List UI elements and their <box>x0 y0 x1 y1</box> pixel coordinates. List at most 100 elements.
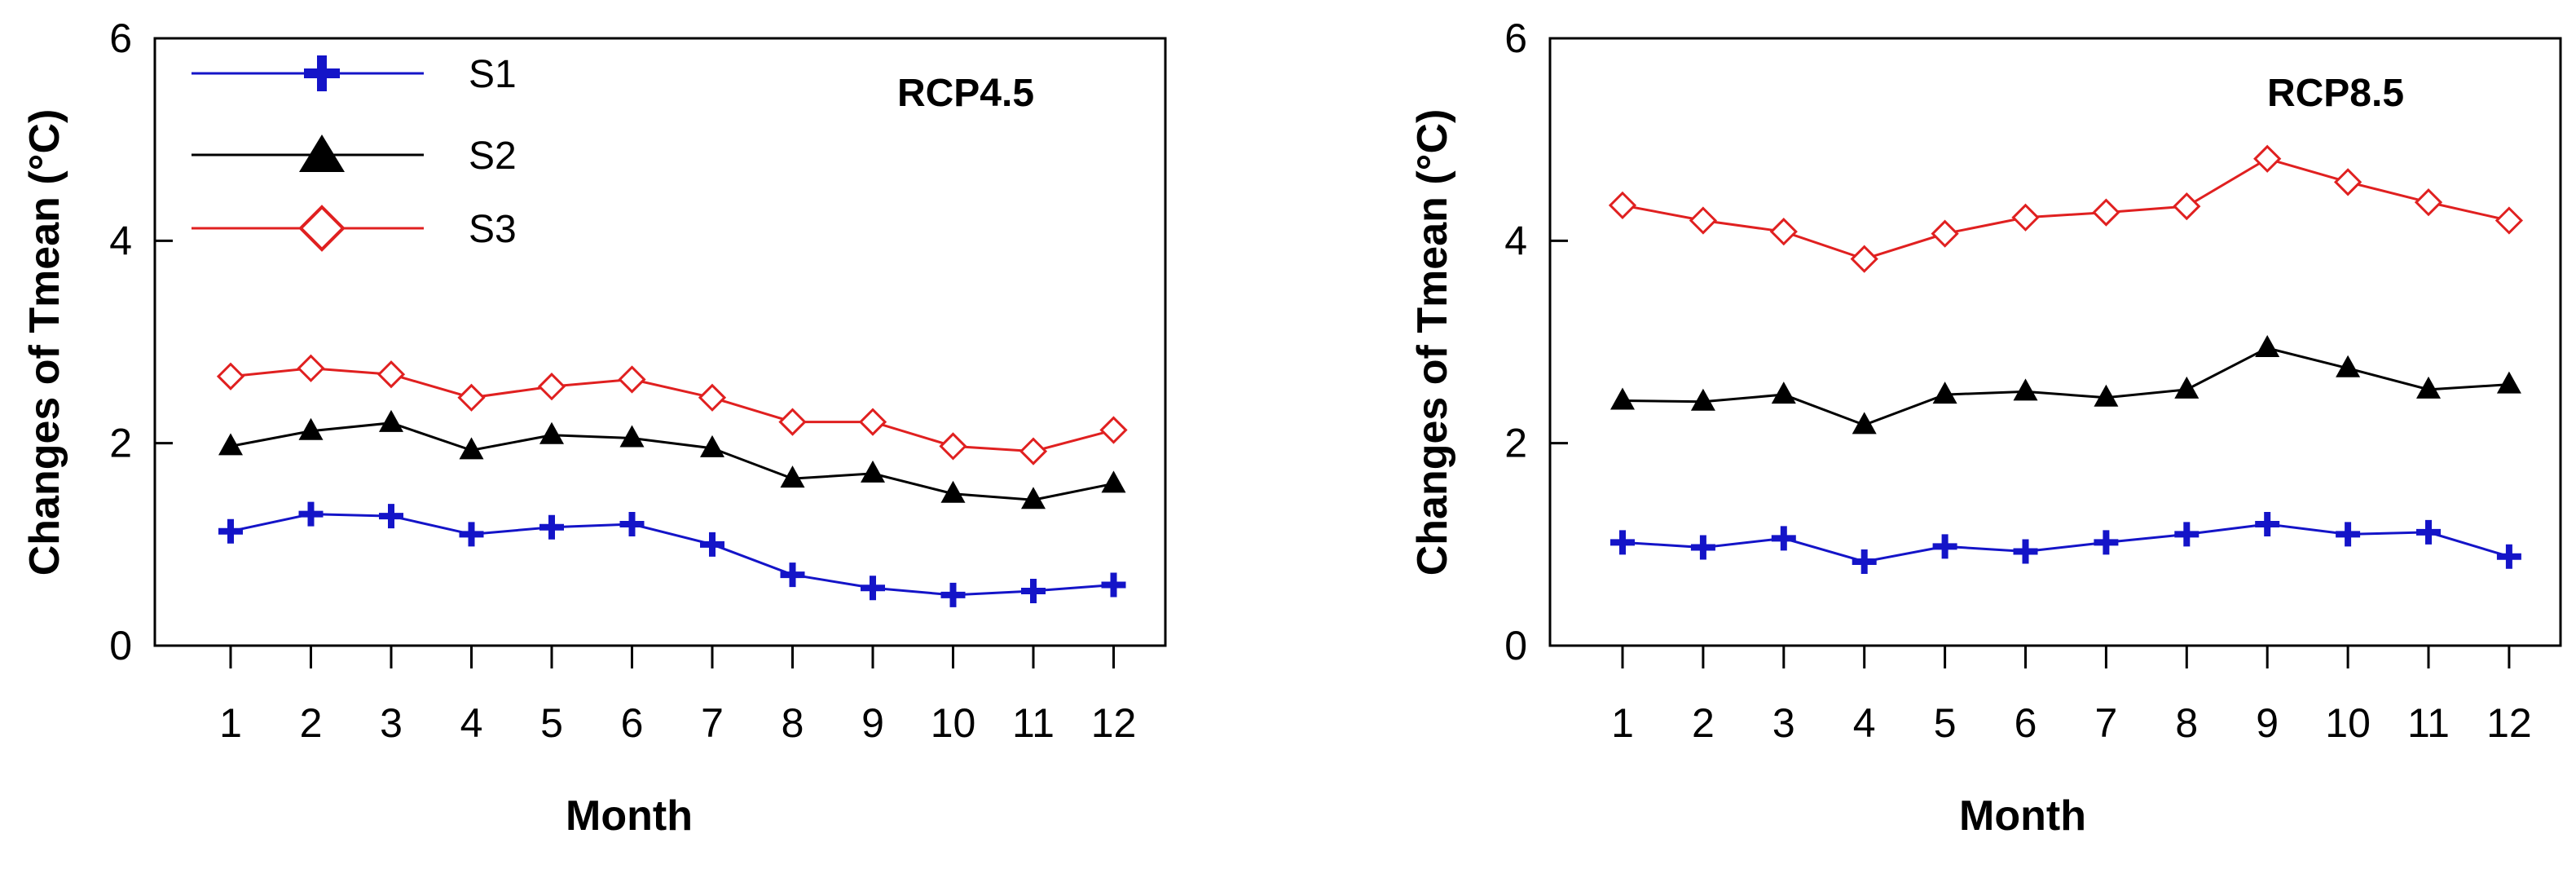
data-point-s2 <box>1771 382 1796 404</box>
x-tick-label: 6 <box>2015 700 2037 746</box>
data-point-s1 <box>459 522 484 547</box>
data-point-s3 <box>1769 218 1798 246</box>
data-point-s3 <box>2333 168 2362 196</box>
data-point-s1 <box>940 582 966 607</box>
x-tick-label: 3 <box>380 700 403 746</box>
x-tick-label: 12 <box>2486 700 2532 746</box>
x-tick-label: 7 <box>701 700 724 746</box>
x-tick-label: 10 <box>2325 700 2371 746</box>
x-tick-label: 1 <box>219 700 242 746</box>
data-point-s1 <box>700 532 724 557</box>
data-point-s3 <box>1931 219 1959 248</box>
data-point-s3 <box>297 354 325 382</box>
y-axis-title: Changes of Tmean (°C) <box>1409 109 1456 576</box>
data-point-s3 <box>1099 416 1128 444</box>
data-point-s2 <box>298 417 324 440</box>
data-point-s1 <box>1852 549 1877 574</box>
data-point-s2 <box>218 433 243 456</box>
data-point-s2 <box>1610 387 1635 410</box>
y-tick-label: 4 <box>109 218 132 263</box>
x-tick-label: 6 <box>621 700 644 746</box>
x-tick-label: 2 <box>1692 700 1715 746</box>
legend-marker-s1 <box>304 55 340 91</box>
data-point-s1 <box>2013 539 2038 564</box>
data-point-s3 <box>537 373 566 401</box>
data-point-s2 <box>2416 376 2441 399</box>
data-point-s1 <box>2174 522 2200 547</box>
data-point-s3 <box>2011 203 2040 232</box>
data-point-s2 <box>1021 487 1046 509</box>
data-point-s3 <box>2253 144 2282 173</box>
data-point-s2 <box>1101 470 1126 493</box>
y-tick-label: 0 <box>109 623 132 668</box>
chart-title: RCP4.5 <box>897 72 1034 115</box>
data-point-s3 <box>1850 245 1878 273</box>
data-point-s1 <box>1771 526 1796 551</box>
data-point-s2 <box>2174 376 2200 399</box>
data-point-s2 <box>940 480 966 503</box>
data-point-s2 <box>2496 371 2521 394</box>
data-point-s3 <box>2414 188 2443 217</box>
y-axis-title: Changes of Tmean (°C) <box>21 109 68 576</box>
y-tick-label: 6 <box>109 15 132 61</box>
chart-title: RCP8.5 <box>2267 72 2404 115</box>
data-point-s1 <box>1021 578 1046 603</box>
plot-frame <box>153 37 1167 647</box>
x-tick-label: 5 <box>540 700 563 746</box>
data-point-s1 <box>2094 530 2119 555</box>
x-tick-label: 10 <box>931 700 976 746</box>
data-point-s2 <box>459 437 484 460</box>
data-point-s1 <box>218 518 243 544</box>
data-point-s2 <box>2013 378 2038 401</box>
data-point-s3 <box>858 408 887 436</box>
data-point-s3 <box>2173 192 2201 221</box>
x-tick-label: 2 <box>300 700 323 746</box>
data-point-s2 <box>2094 384 2119 407</box>
series-line-s3 <box>1622 157 2510 261</box>
x-tick-label: 9 <box>2256 700 2279 746</box>
y-tick-label: 2 <box>1504 421 1527 466</box>
legend-label-s1: S1 <box>469 53 517 96</box>
x-tick-label: 8 <box>782 700 804 746</box>
data-point-s1 <box>1101 572 1126 598</box>
data-point-s2 <box>2255 334 2280 357</box>
data-point-s2 <box>619 425 645 448</box>
x-axis-title: Month <box>1959 792 2086 840</box>
x-tick-label: 4 <box>460 700 483 746</box>
legend-marker-s2 <box>299 135 345 172</box>
data-point-s1 <box>539 514 564 540</box>
legend-label-s3: S3 <box>469 208 517 251</box>
series-line-s1 <box>230 513 1114 597</box>
data-point-s1 <box>2416 519 2441 545</box>
data-point-s1 <box>2496 544 2521 569</box>
data-point-s3 <box>698 383 727 412</box>
series-line-s2 <box>1622 346 2509 426</box>
data-point-s1 <box>861 576 885 601</box>
x-tick-label: 1 <box>1611 700 1634 746</box>
data-point-s1 <box>1690 535 1715 560</box>
x-tick-label: 12 <box>1091 700 1137 746</box>
data-point-s2 <box>700 434 724 457</box>
data-point-s2 <box>1852 412 1877 434</box>
data-point-s2 <box>539 421 564 444</box>
data-point-s1 <box>1610 530 1635 555</box>
data-point-s3 <box>457 383 486 412</box>
data-point-s1 <box>298 501 324 527</box>
data-point-s1 <box>780 562 805 588</box>
data-point-s3 <box>778 408 807 436</box>
x-tick-label: 11 <box>2407 700 2450 746</box>
data-point-s3 <box>2495 206 2524 235</box>
x-tick-label: 11 <box>1012 700 1055 746</box>
data-point-s3 <box>618 365 646 394</box>
data-point-s2 <box>780 465 805 488</box>
series-line-s1 <box>1622 523 2510 563</box>
y-tick-label: 0 <box>1504 623 1527 668</box>
y-tick-label: 6 <box>1504 15 1527 61</box>
data-point-s3 <box>1689 206 1718 235</box>
data-point-s3 <box>216 362 245 390</box>
data-point-s3 <box>1608 191 1637 219</box>
x-tick-label: 3 <box>1772 700 1795 746</box>
